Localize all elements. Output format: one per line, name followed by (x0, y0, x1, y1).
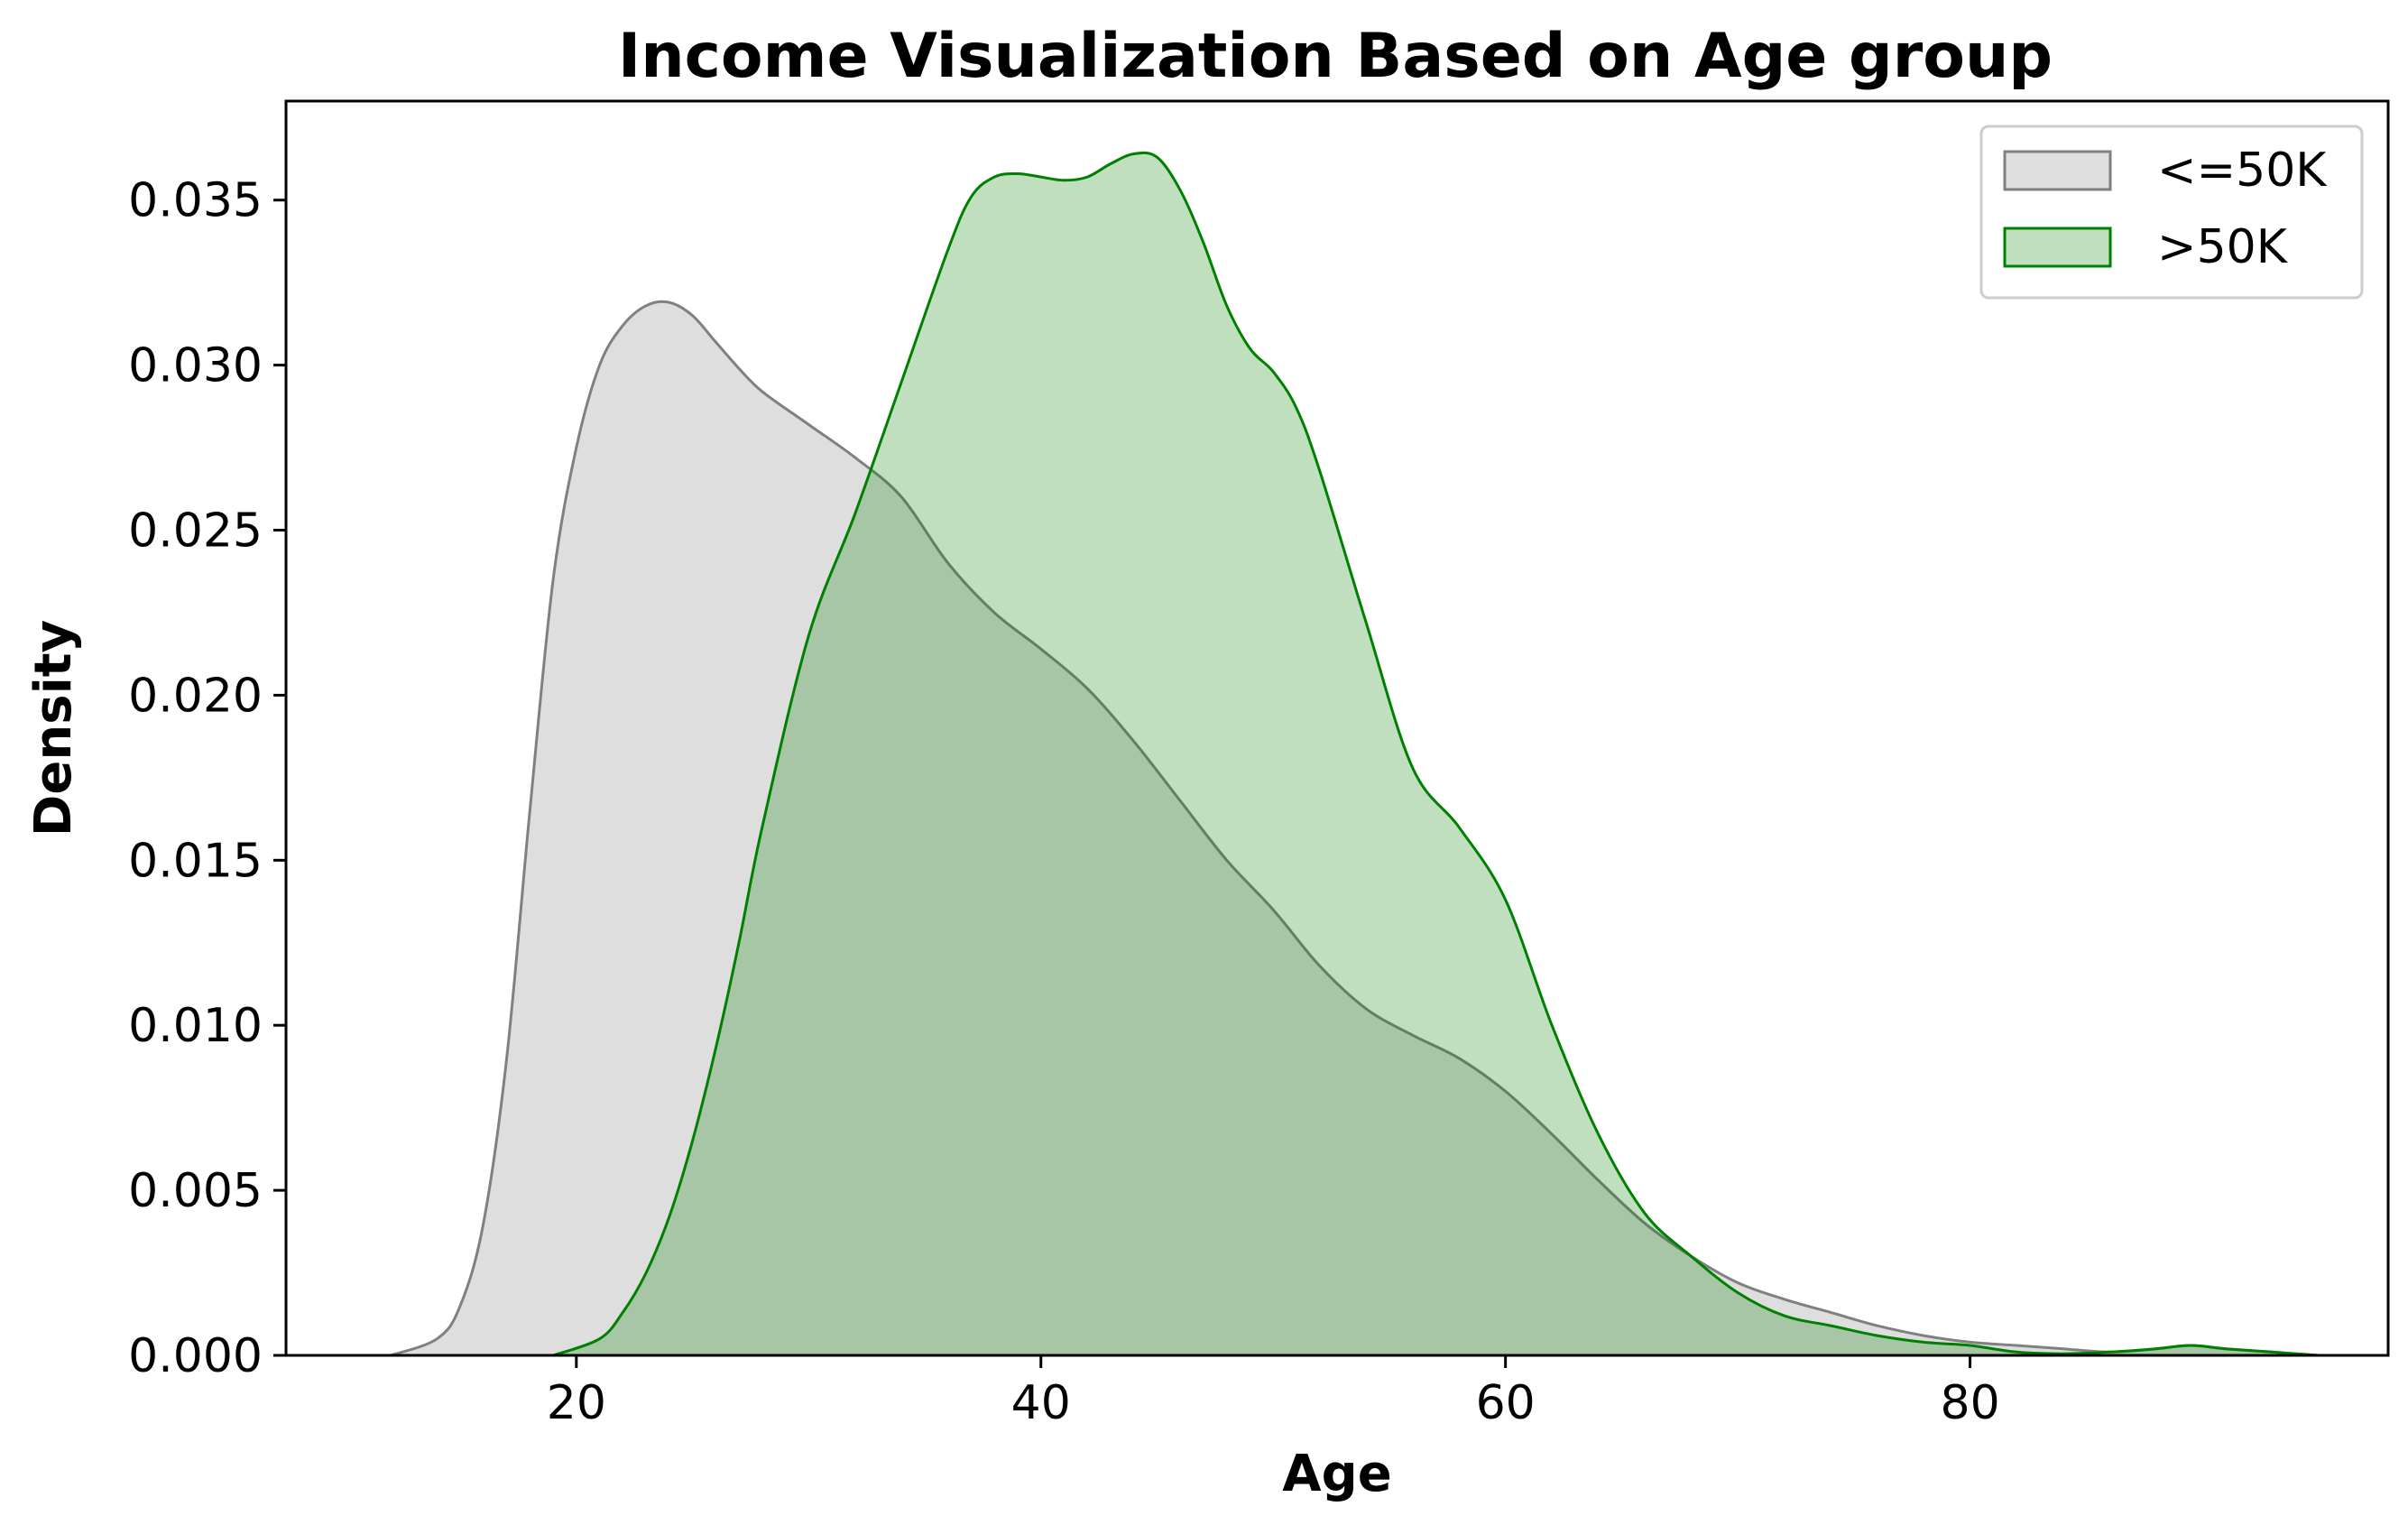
x-axis-label: Age (1282, 1445, 1391, 1503)
chart-title: Income Visualization Based on Age group (618, 21, 2053, 92)
x-tick-label: 20 (547, 1376, 606, 1430)
y-tick-label: 0.035 (128, 174, 263, 228)
legend-swatch-gt-50k (2003, 226, 2112, 268)
series-le-50k (390, 300, 2319, 1355)
density-line-gt-50k (552, 151, 2319, 1355)
y-tick-label: 0.005 (128, 1164, 263, 1218)
x-tick-label: 80 (1940, 1376, 1999, 1430)
series-gt-50k (552, 151, 2319, 1355)
x-tick-label: 40 (1011, 1376, 1071, 1430)
density-area-le-50k (390, 301, 2319, 1355)
plot-frame (284, 99, 2390, 1357)
y-tick-label: 0.010 (128, 999, 263, 1053)
legend-label-le-50k: <=50K (2157, 143, 2328, 198)
legend-label-gt-50k: >50K (2157, 220, 2289, 274)
y-tick-label: 0.000 (128, 1329, 263, 1383)
x-axis: 20 40 60 80 (547, 1355, 2000, 1430)
density-area-gt-50k (553, 152, 2319, 1355)
x-tick-label: 60 (1476, 1376, 1536, 1430)
y-tick-label: 0.025 (128, 504, 263, 559)
legend: <=50K >50K (1979, 125, 2364, 300)
legend-swatch-le-50k (2003, 150, 2112, 191)
y-axis: 0.000 0.005 0.010 0.015 0.020 0.025 0.030 0.035 (128, 174, 286, 1383)
y-tick-label: 0.015 (128, 834, 263, 888)
y-tick-label: 0.020 (128, 669, 263, 723)
plot-area (390, 151, 2319, 1355)
y-tick-label: 0.030 (128, 339, 263, 393)
density-line-le-50k (390, 300, 2319, 1355)
y-axis-label: Density (24, 620, 83, 836)
